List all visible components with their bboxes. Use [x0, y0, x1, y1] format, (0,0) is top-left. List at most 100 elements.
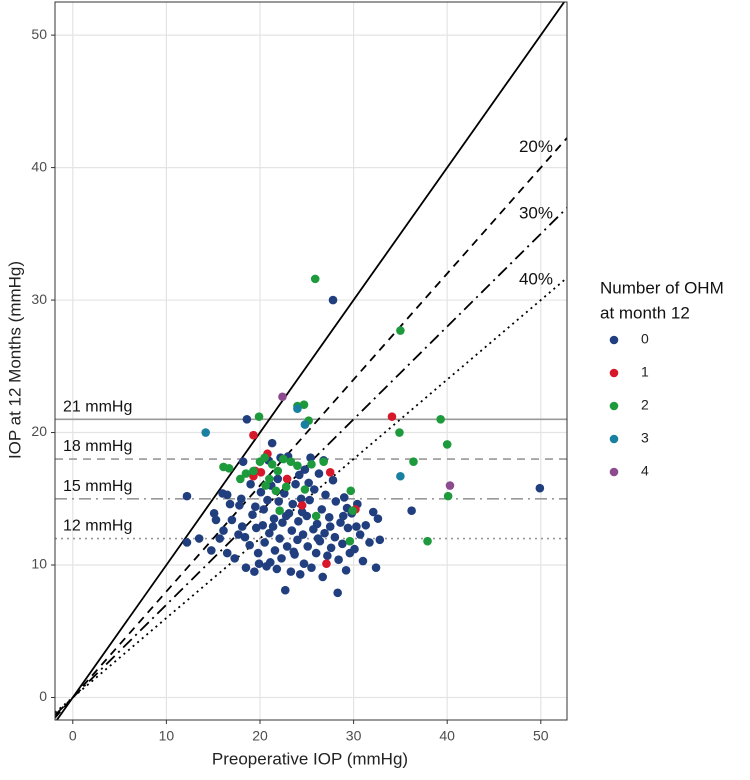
- point: [265, 528, 274, 538]
- point: [278, 392, 287, 402]
- point: [275, 534, 284, 543]
- point: [277, 554, 286, 563]
- point: [350, 544, 359, 554]
- point: [345, 536, 355, 546]
- point: [407, 506, 416, 515]
- point: [321, 490, 330, 500]
- point: [282, 542, 292, 551]
- point: [300, 465, 310, 474]
- threshold-label: 12 mmHg: [63, 518, 132, 535]
- point: [313, 534, 323, 543]
- point: [297, 501, 307, 510]
- point: [317, 505, 327, 514]
- point: [230, 554, 240, 563]
- point: [265, 558, 275, 567]
- point: [286, 457, 296, 466]
- reference-line: [55, 277, 567, 714]
- point: [275, 506, 284, 515]
- point: [238, 457, 248, 466]
- point: [442, 440, 452, 449]
- point: [293, 461, 302, 470]
- point: [241, 469, 251, 478]
- point: [261, 481, 270, 490]
- point: [288, 499, 298, 509]
- point: [245, 540, 254, 550]
- point: [303, 542, 313, 551]
- point: [409, 457, 418, 466]
- point: [256, 487, 266, 497]
- x-tick-label: 50: [533, 728, 549, 744]
- point: [215, 534, 225, 543]
- point: [201, 428, 210, 437]
- point: [182, 538, 192, 547]
- y-tick-label: 40: [31, 158, 47, 174]
- point: [312, 519, 322, 529]
- point: [274, 497, 284, 506]
- point: [387, 412, 397, 421]
- point: [294, 516, 303, 526]
- point: [269, 514, 279, 523]
- y-tick-label: 0: [39, 688, 47, 704]
- point: [373, 514, 383, 523]
- point: [322, 559, 331, 568]
- point: [236, 474, 245, 484]
- x-tick-label: 10: [159, 728, 175, 744]
- point: [251, 523, 261, 533]
- y-tick-label: 20: [31, 423, 47, 439]
- point: [330, 532, 340, 542]
- y-tick-label: 50: [31, 26, 47, 42]
- point: [250, 567, 259, 576]
- point: [281, 511, 291, 521]
- point: [535, 483, 545, 493]
- point: [371, 563, 381, 572]
- point: [207, 546, 216, 555]
- point: [325, 522, 335, 531]
- point: [219, 526, 228, 535]
- point: [260, 538, 269, 547]
- point: [298, 530, 308, 539]
- point: [339, 493, 349, 502]
- point: [267, 438, 277, 448]
- legend-swatch: [609, 467, 619, 477]
- legend-swatch: [609, 434, 619, 444]
- point: [265, 474, 274, 484]
- plot-border: [54, 1, 568, 721]
- point: [338, 511, 348, 521]
- point: [280, 489, 289, 498]
- x-tick-label: 20: [252, 728, 268, 744]
- point: [341, 566, 351, 575]
- point: [248, 510, 257, 519]
- point: [225, 499, 235, 509]
- point: [299, 400, 309, 410]
- point: [307, 460, 316, 469]
- point: [263, 495, 272, 505]
- point: [249, 466, 258, 476]
- point: [300, 420, 310, 429]
- x-tick-label: 0: [69, 728, 77, 744]
- point: [300, 485, 310, 494]
- point: [296, 494, 306, 504]
- point: [222, 548, 232, 558]
- reference-label: 40%: [519, 270, 553, 289]
- point: [282, 474, 292, 484]
- point: [254, 412, 264, 421]
- x-axis-label: Preoperative IOP (mmHg): [212, 749, 408, 768]
- threshold-label: 21 mmHg: [63, 399, 132, 416]
- point: [348, 506, 357, 515]
- legend-title: at month 12: [600, 303, 690, 322]
- point: [365, 538, 374, 547]
- x-tick-label: 30: [346, 728, 362, 744]
- legend-swatch: [609, 368, 619, 378]
- point: [361, 520, 371, 530]
- point: [279, 454, 288, 464]
- point: [251, 502, 260, 512]
- point: [253, 548, 263, 558]
- point: [304, 478, 313, 488]
- point: [343, 523, 353, 533]
- point: [224, 464, 234, 473]
- legend-label: 3: [641, 430, 649, 446]
- point: [396, 326, 405, 335]
- point: [293, 404, 302, 413]
- point: [182, 491, 192, 501]
- point: [293, 535, 302, 545]
